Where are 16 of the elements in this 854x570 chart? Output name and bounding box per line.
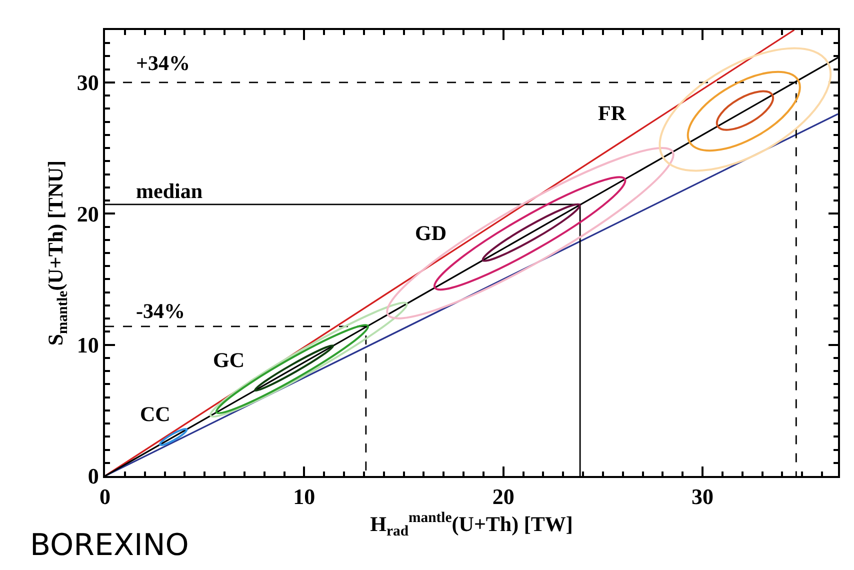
x-axis-title: H$_{rad}$$^{mantle}$(U+Th) [TW] bbox=[370, 510, 573, 540]
x-tick-label: 20 bbox=[492, 484, 514, 510]
text: BOREXINO bbox=[30, 528, 189, 563]
y-tick-label: 10 bbox=[76, 332, 99, 358]
y-tick-label: 30 bbox=[76, 70, 99, 96]
annotation: GD bbox=[415, 221, 446, 245]
annotation: -34% bbox=[136, 299, 185, 323]
y-tick-label: 20 bbox=[76, 201, 99, 226]
annotation: median bbox=[136, 179, 203, 203]
x-tick-label: 30 bbox=[692, 484, 714, 510]
annotation: +34% bbox=[136, 51, 190, 75]
y-tick-label: 0 bbox=[88, 464, 99, 489]
annotation: FR bbox=[598, 101, 627, 125]
annotation: GC bbox=[213, 348, 244, 372]
annotation: CC bbox=[140, 402, 170, 426]
x-tick-label: 10 bbox=[293, 484, 316, 510]
